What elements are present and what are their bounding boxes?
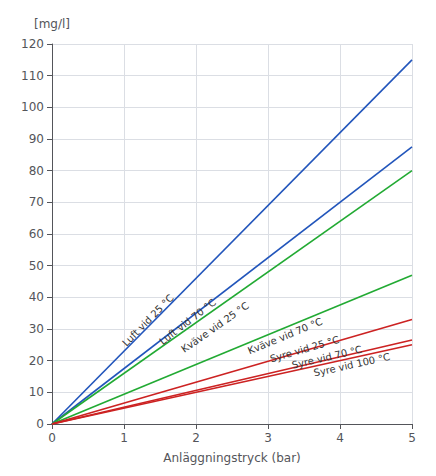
svg-text:80: 80 [29, 164, 44, 178]
svg-text:Syre vid 25 °C: Syre vid 25 °C [268, 333, 341, 365]
svg-text:0: 0 [36, 417, 44, 431]
svg-text:50: 50 [29, 259, 44, 273]
svg-text:0: 0 [48, 431, 56, 445]
svg-text:90: 90 [29, 132, 44, 146]
svg-text:5: 5 [408, 431, 416, 445]
svg-text:Syre vid 70 °C: Syre vid 70 °C [290, 343, 364, 371]
svg-text:60: 60 [29, 227, 44, 241]
svg-text:2: 2 [192, 431, 200, 445]
svg-text:100: 100 [21, 100, 44, 114]
svg-text:Luft vid 70 °C: Luft vid 70 °C [157, 296, 218, 347]
svg-text:10: 10 [29, 385, 44, 399]
svg-text:1: 1 [120, 431, 128, 445]
svg-text:110: 110 [21, 69, 44, 83]
svg-text:30: 30 [29, 322, 44, 336]
svg-text:3: 3 [264, 431, 272, 445]
svg-text:20: 20 [29, 354, 44, 368]
svg-text:Anläggningstryck (bar): Anläggningstryck (bar) [163, 451, 301, 465]
svg-text:70: 70 [29, 195, 44, 209]
svg-text:Kväve vid 70 °C: Kväve vid 70 °C [246, 315, 324, 357]
svg-text:Luft vid 25 °C: Luft vid 25 °C [120, 292, 176, 349]
svg-text:Syre vid 100 °C: Syre vid 100 °C [313, 351, 392, 379]
svg-text:[mg/l]: [mg/l] [34, 17, 70, 31]
svg-text:120: 120 [21, 37, 44, 51]
svg-text:40: 40 [29, 290, 44, 304]
svg-text:Kväve vid 25 °C: Kväve vid 25 °C [179, 300, 251, 355]
svg-text:4: 4 [336, 431, 344, 445]
